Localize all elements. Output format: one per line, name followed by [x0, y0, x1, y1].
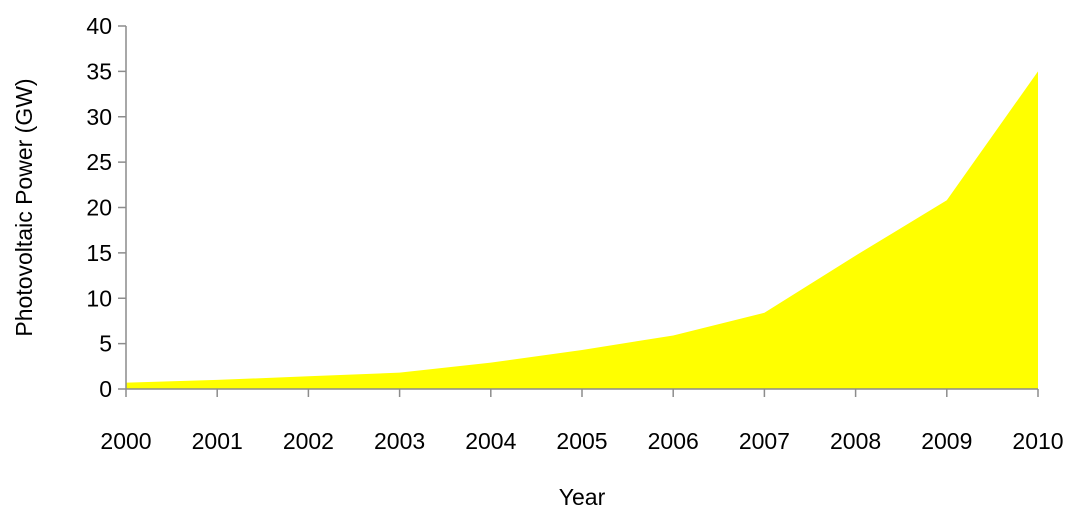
x-tick-label: 2008: [830, 428, 881, 454]
y-tick-label: 30: [86, 104, 112, 130]
x-tick-label: 2005: [556, 428, 607, 454]
area-series-fill: [126, 71, 1038, 389]
x-tick-label: 2004: [465, 428, 516, 454]
x-tick-label: 2007: [739, 428, 790, 454]
y-tick-label: 10: [86, 285, 112, 311]
x-axis: 2000 2001 2002 2003 2004 2005 2006 2007 2008 2009…: [100, 388, 1064, 454]
y-tick-label: 35: [86, 58, 112, 84]
y-tick-label: 25: [86, 149, 112, 175]
y-axis-title: Photovoltaic Power (GW): [11, 78, 37, 336]
y-tick-label: 0: [99, 376, 112, 402]
x-axis-title: Year: [559, 484, 606, 510]
x-tick-label: 2003: [374, 428, 425, 454]
y-tick-label: 5: [99, 331, 112, 357]
x-tick-label: 2009: [921, 428, 972, 454]
x-tick-label: 2006: [648, 428, 699, 454]
y-tick-label: 40: [86, 13, 112, 39]
y-axis: 0 5 10 15 20 25 30 35 40: [86, 13, 127, 402]
y-tick-label: 15: [86, 240, 112, 266]
x-tick-label: 2001: [192, 428, 243, 454]
x-tick-label: 2000: [100, 428, 151, 454]
plot-area: [126, 71, 1038, 389]
y-tick-label: 20: [86, 195, 112, 221]
x-tick-label: 2002: [283, 428, 334, 454]
x-tick-label: 2010: [1012, 428, 1063, 454]
